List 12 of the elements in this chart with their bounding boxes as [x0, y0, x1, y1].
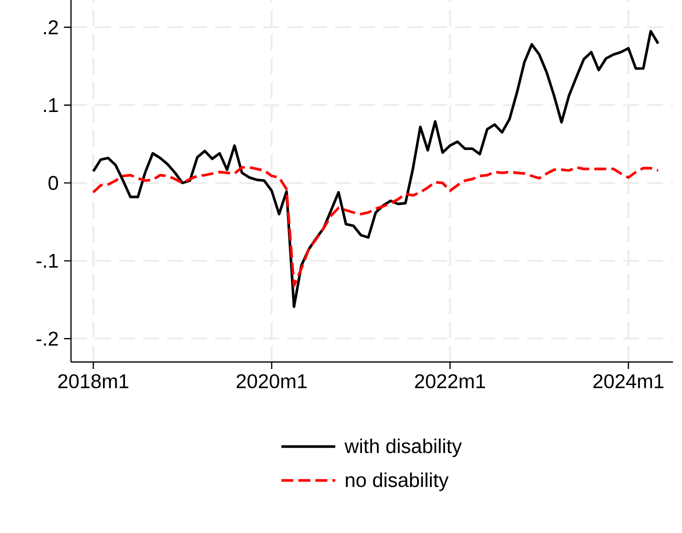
x-tick-label: 2022m1	[415, 374, 486, 388]
x-tick-label: 2020m1	[236, 374, 307, 388]
y-tick-label: .2	[44, 20, 58, 34]
y-tick-label: -.2	[36, 332, 58, 346]
x-tick-label: 2018m1	[58, 374, 128, 388]
y-tick-label: -.1	[36, 254, 58, 268]
y-tick-label: .1	[44, 98, 58, 112]
legend-label: with disability	[344, 438, 462, 458]
y-tick-label: 0	[48, 176, 58, 190]
line-series	[92, 30, 660, 308]
legend-label: no disability	[346, 472, 449, 492]
x-tick-label: 2024m1	[593, 374, 664, 388]
